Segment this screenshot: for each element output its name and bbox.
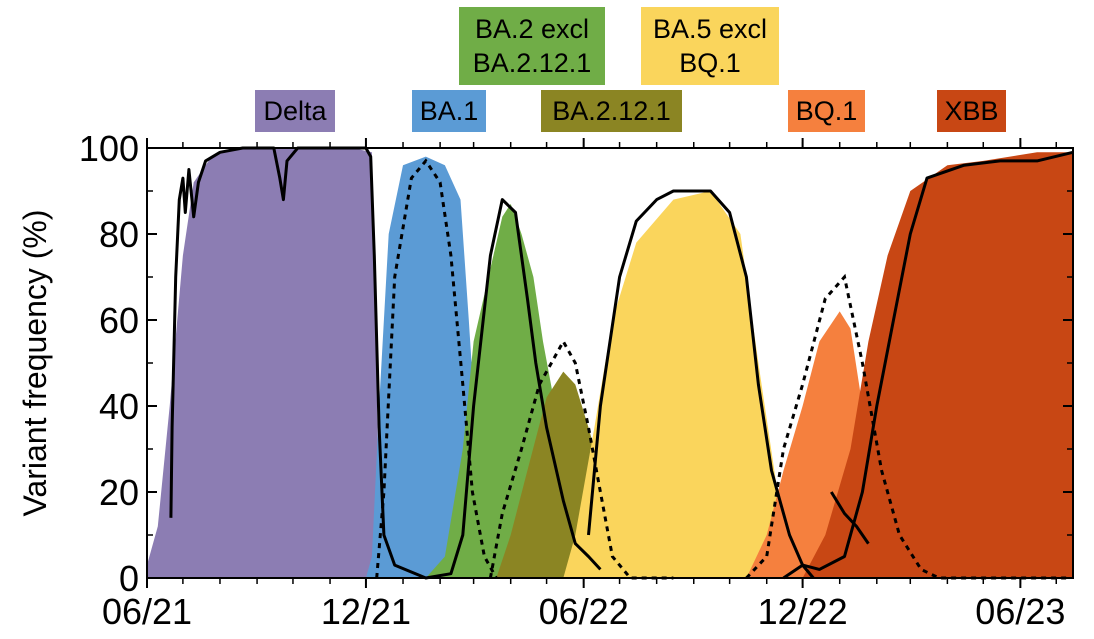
- solid-line-2: [782, 150, 1074, 580]
- legend-label-6-0: XBB: [944, 96, 999, 126]
- x-tick-label-3: 12/22: [758, 591, 848, 632]
- legend-label-0-0: Delta: [263, 96, 327, 126]
- legend-label-1-0: BA.1: [419, 96, 479, 126]
- x-tick-label-1: 12/21: [321, 591, 411, 632]
- series-area-6: [802, 152, 1073, 579]
- legend-badge-4: BA.5 excl BQ.1: [641, 7, 779, 85]
- dashed-line-2: [745, 273, 1067, 580]
- solid-line-0: [169, 146, 602, 580]
- x-tick-label-4: 06/23: [975, 591, 1065, 632]
- y-axis-label: Variant frequency (%): [17, 209, 53, 516]
- solid-line-3: [830, 491, 870, 545]
- legend-badge-2: BA.2 excl BA.2.12.1: [459, 7, 605, 85]
- legend-badge-0: Delta: [255, 90, 335, 132]
- x-tick-label-2: 06/22: [539, 591, 629, 632]
- y-tick-label-3: 60: [99, 300, 139, 341]
- legend-badge-1: BA.1: [412, 90, 486, 132]
- y-tick-label-1: 20: [99, 472, 139, 513]
- y-tick-label-2: 40: [99, 386, 139, 427]
- series-area-0: [147, 148, 384, 578]
- legend-badge-5: BQ.1: [788, 90, 865, 132]
- x-tick-label-0: 06/21: [102, 591, 192, 632]
- legend-label-4-1: BQ.1: [679, 48, 741, 78]
- dashed-line-0: [375, 158, 498, 579]
- legend-label-5-0: BQ.1: [795, 96, 858, 126]
- solid-line-1: [587, 189, 815, 579]
- dashed-line-1: [488, 338, 674, 580]
- legend-label-4-0: BA.5 excl: [652, 14, 768, 44]
- y-tick-label-0: 0: [119, 558, 139, 599]
- legend-badge-6: XBB: [937, 90, 1006, 132]
- legend-label-3-0: BA.2.12.1: [552, 96, 671, 126]
- legend-badge-3: BA.2.12.1: [541, 90, 682, 132]
- y-tick-label-5: 100: [79, 128, 139, 169]
- y-tick-label-4: 80: [99, 214, 139, 255]
- legend-label-2-0: BA.2 excl: [474, 14, 590, 44]
- legend-label-2-1: BA.2.12.1: [472, 48, 592, 78]
